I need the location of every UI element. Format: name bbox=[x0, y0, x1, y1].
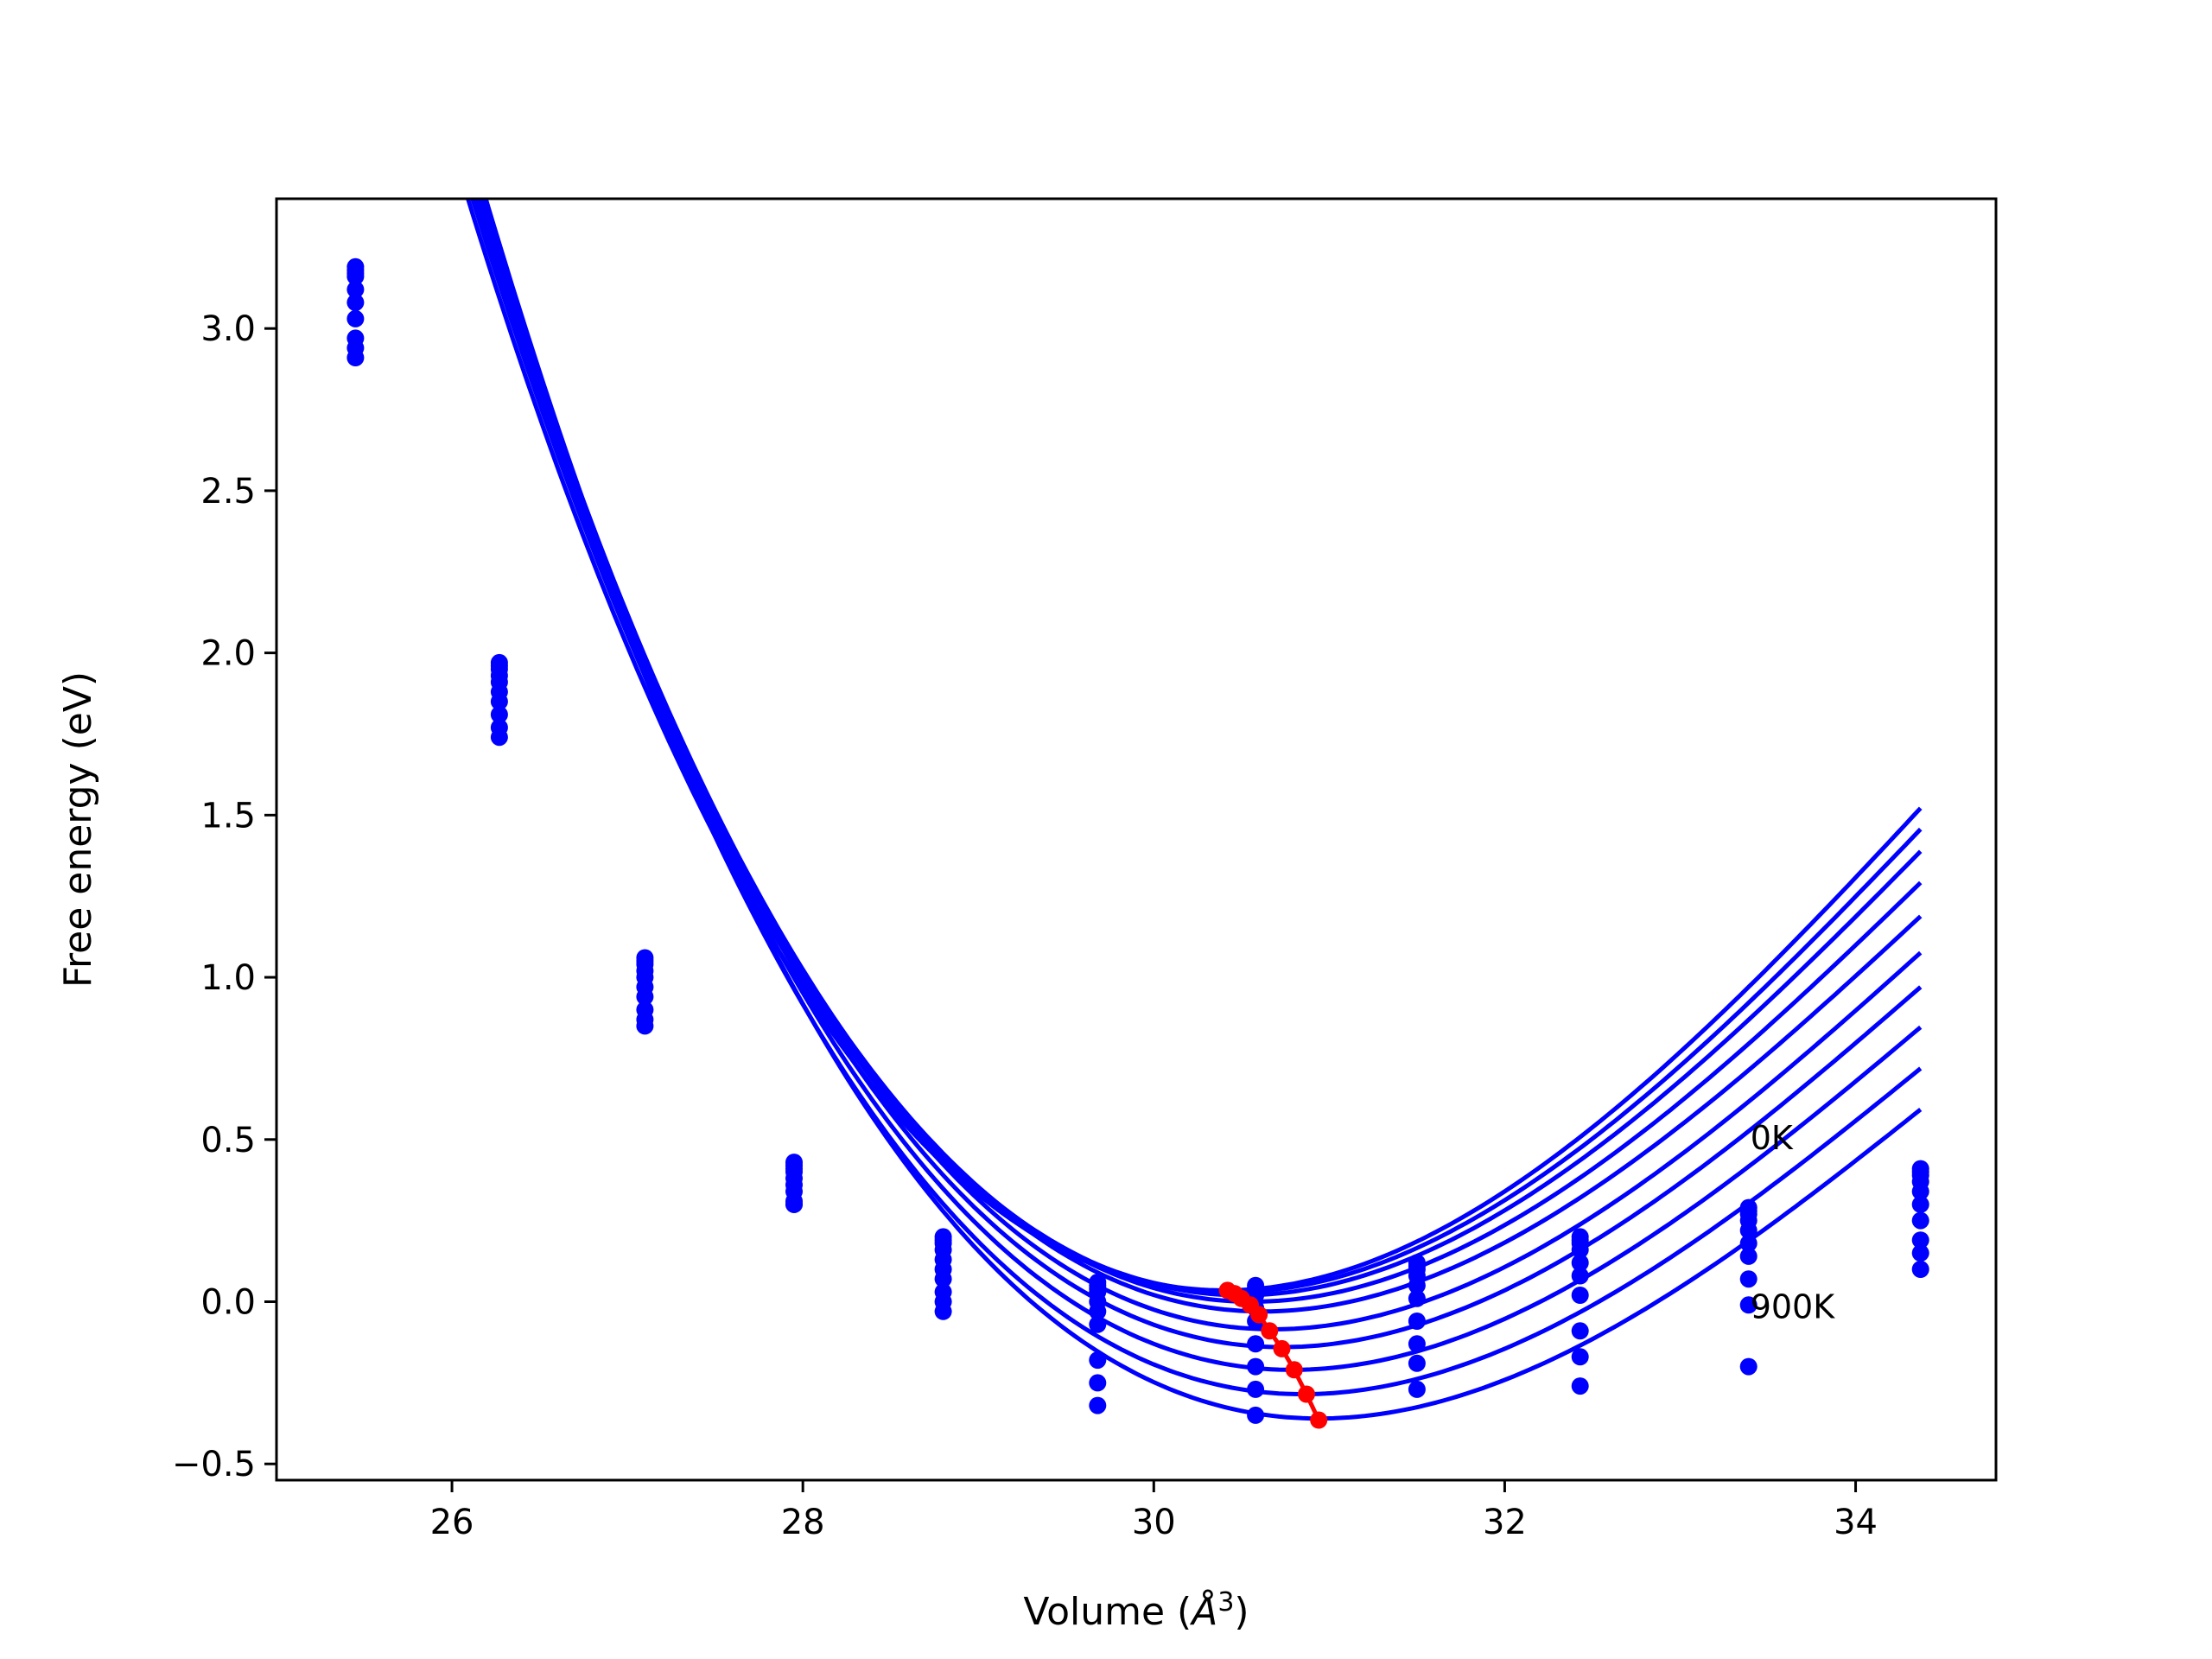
data-point bbox=[1408, 1276, 1426, 1294]
data-point bbox=[346, 281, 365, 299]
data-point bbox=[490, 692, 508, 710]
data-point bbox=[1739, 1221, 1758, 1239]
data-point bbox=[1739, 1296, 1758, 1314]
data-point bbox=[1247, 1335, 1265, 1353]
data-point bbox=[1247, 1380, 1265, 1398]
minimum-path-point bbox=[1250, 1306, 1268, 1324]
data-point bbox=[490, 706, 508, 723]
y-tick-label: 2.0 bbox=[200, 634, 256, 674]
data-point bbox=[1571, 1348, 1589, 1366]
data-point bbox=[1089, 1315, 1107, 1333]
data-point bbox=[1571, 1377, 1589, 1395]
data-point bbox=[1911, 1261, 1929, 1278]
data-point bbox=[346, 309, 365, 327]
data-point bbox=[1571, 1254, 1589, 1272]
x-tick-label: 28 bbox=[781, 1503, 825, 1542]
minimum-path-point bbox=[1273, 1339, 1291, 1357]
axes-frame bbox=[275, 197, 1998, 1482]
x-tick-label: 34 bbox=[1834, 1503, 1878, 1542]
data-point bbox=[934, 1270, 952, 1288]
data-point bbox=[1408, 1380, 1426, 1398]
y-tick-label: 1.5 bbox=[200, 796, 256, 836]
data-point bbox=[1911, 1231, 1929, 1249]
data-point bbox=[1089, 1351, 1107, 1370]
x-tick-label: 30 bbox=[1132, 1503, 1176, 1542]
data-point bbox=[1571, 1322, 1589, 1340]
data-point bbox=[1571, 1287, 1589, 1304]
minimum-path-point bbox=[1298, 1385, 1315, 1403]
data-point bbox=[1911, 1211, 1929, 1230]
data-point bbox=[636, 1017, 654, 1035]
data-point bbox=[1089, 1374, 1107, 1392]
x-axis-label: Volume (Å3) bbox=[1023, 1587, 1249, 1634]
y-tick-label: 1.0 bbox=[200, 958, 256, 998]
data-point bbox=[1739, 1234, 1758, 1252]
data-point bbox=[1408, 1313, 1426, 1330]
data-point bbox=[346, 268, 365, 286]
data-point bbox=[1739, 1270, 1758, 1288]
fit-curve-9 bbox=[483, 199, 1923, 1421]
data-point bbox=[636, 988, 654, 1006]
data-point bbox=[490, 728, 508, 747]
axis-ticks: 26 28 30 32 34 −0.5 0.0 0.5 1.0 1.5 2.0 2.5 3.0 bbox=[172, 309, 1878, 1542]
data-point bbox=[346, 349, 365, 366]
data-point bbox=[346, 294, 365, 312]
data-point bbox=[1911, 1182, 1929, 1200]
data-point bbox=[1247, 1357, 1265, 1376]
data-point bbox=[1089, 1302, 1107, 1320]
data-point bbox=[1571, 1241, 1589, 1259]
data-point bbox=[1911, 1244, 1929, 1262]
y-tick-label: 0.5 bbox=[200, 1121, 256, 1160]
x-tick-label: 32 bbox=[1483, 1503, 1527, 1542]
x-tick-label: 26 bbox=[430, 1503, 474, 1542]
data-point bbox=[1408, 1289, 1426, 1307]
y-tick-label: 2.5 bbox=[200, 472, 256, 512]
data-point bbox=[1739, 1357, 1758, 1376]
data-point bbox=[1408, 1335, 1426, 1353]
data-point bbox=[785, 1195, 803, 1213]
data-point bbox=[1739, 1247, 1758, 1265]
y-tick-label: 3.0 bbox=[200, 309, 256, 349]
data-point bbox=[1571, 1267, 1589, 1285]
data-point bbox=[1247, 1406, 1265, 1424]
y-tick-label: 0.0 bbox=[200, 1283, 256, 1323]
y-axis-label: Free energy (eV) bbox=[56, 671, 100, 988]
minimum-path-point bbox=[1310, 1411, 1328, 1429]
data-point bbox=[1408, 1354, 1426, 1372]
annotation-0K: 0K bbox=[1751, 1119, 1794, 1157]
data-point bbox=[934, 1302, 952, 1320]
plot-area bbox=[346, 199, 1929, 1429]
minimum-path-point bbox=[1285, 1361, 1303, 1379]
fit-curve-8 bbox=[477, 199, 1923, 1397]
data-point bbox=[1089, 1396, 1107, 1414]
data-point bbox=[1911, 1195, 1929, 1213]
annotation-900K: 900K bbox=[1751, 1287, 1836, 1325]
y-tick-label: −0.5 bbox=[172, 1445, 256, 1484]
minimum-path-point bbox=[1261, 1322, 1279, 1340]
